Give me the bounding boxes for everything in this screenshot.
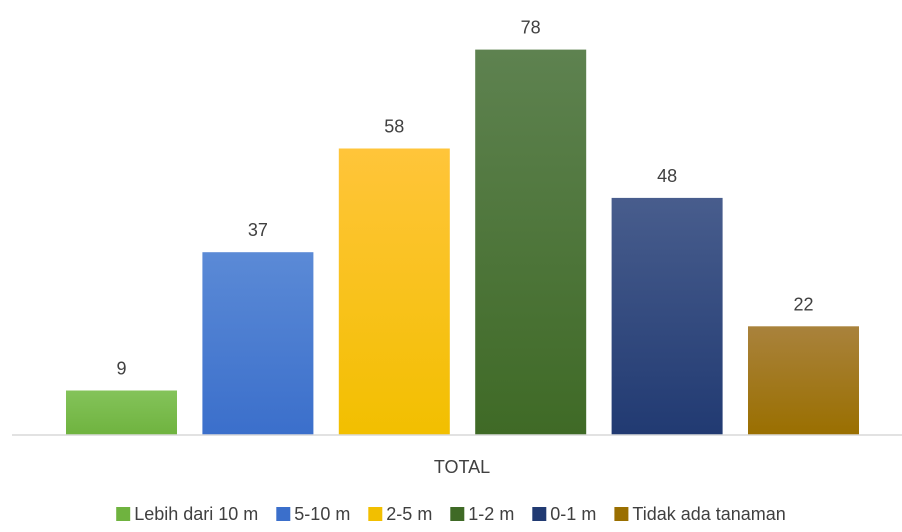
value-label-3: 78	[521, 18, 541, 38]
legend-swatch-5	[614, 507, 629, 521]
legend-label-3: 1-2 m	[468, 504, 514, 524]
bar-0	[66, 390, 177, 435]
legend-swatch-0	[116, 507, 131, 521]
value-label-5: 22	[793, 294, 813, 314]
category-label: TOTAL	[434, 457, 490, 477]
legend-label-0: Lebih dari 10 m	[134, 504, 258, 524]
bar-1	[202, 252, 314, 435]
legend-label-1: 5-10 m	[294, 504, 350, 524]
legend-swatch-1	[276, 507, 291, 521]
legend: Lebih dari 10 m 5-10 m 2-5 m 1-2 m 0-1 m Tida…	[116, 504, 786, 524]
value-label-0: 9	[116, 359, 126, 379]
value-label-4: 48	[657, 166, 677, 186]
legend-label-4: 0-1 m	[550, 504, 596, 524]
legend-label-5: Tidak ada tanaman	[632, 504, 785, 524]
value-label-1: 37	[248, 220, 268, 240]
value-labels-group: 9 37 58 78 48 22	[116, 18, 813, 379]
legend-swatch-2	[368, 507, 383, 521]
bar-3	[475, 49, 587, 435]
legend-swatch-3	[450, 507, 465, 521]
legend-label-2: 2-5 m	[386, 504, 432, 524]
legend-swatch-4	[532, 507, 547, 521]
bar-2	[338, 148, 450, 435]
bar-5	[748, 326, 859, 435]
bars-group	[66, 49, 859, 435]
bar-4	[611, 197, 723, 435]
value-label-2: 58	[384, 117, 404, 137]
